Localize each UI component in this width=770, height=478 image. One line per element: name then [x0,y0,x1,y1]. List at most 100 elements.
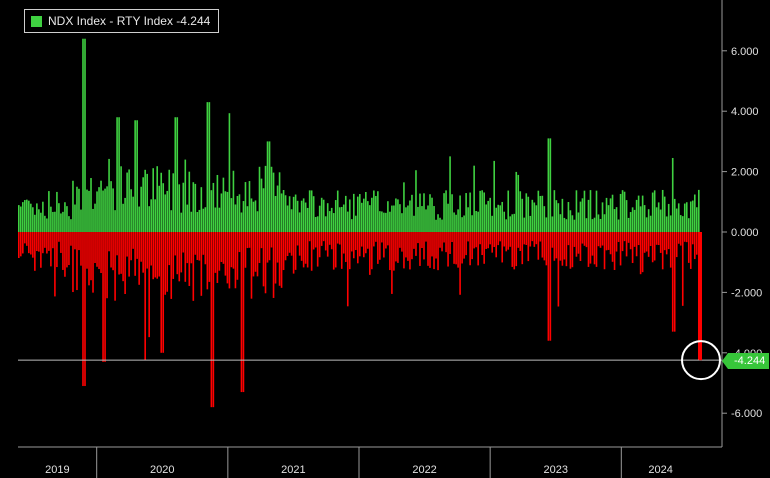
bar-negative [178,232,181,282]
bar-positive [84,38,86,232]
bar-positive [302,198,305,232]
bar-positive [429,194,431,232]
bar-negative [437,232,439,271]
bar-positive [36,203,38,232]
bar-positive [361,202,363,232]
legend: NDX Index - RTY Index -4.244 [24,9,220,33]
bar-positive [621,190,624,232]
bar-positive [551,216,554,232]
bar-positive [76,186,78,232]
bar-positive [549,138,552,232]
bar-negative [595,232,598,267]
bar-negative [290,232,293,256]
bar-negative [308,232,311,242]
bar-positive [98,187,100,232]
bar-negative [493,232,495,248]
bar-positive [459,195,461,232]
bar-negative [50,232,52,267]
bar-positive [288,196,291,232]
bar-negative [461,232,463,264]
bar-positive [242,201,245,232]
bar-positive [545,217,548,232]
highlight-circle [681,340,721,381]
bar-negative [637,232,640,246]
bar-negative [128,232,130,277]
bar-positive [330,207,333,232]
bar-negative [196,232,199,260]
bar-negative [467,232,469,242]
bar-positive [44,215,46,232]
bar-positive [375,196,377,232]
bar-negative [559,232,562,261]
bar-negative [134,232,136,276]
bar-negative [421,232,423,249]
bar-negative [517,232,520,248]
bar-negative [268,232,271,261]
bar-negative [122,232,124,282]
bar-positive [495,207,498,232]
bar-negative [543,232,546,261]
bar-positive [78,188,80,232]
bar-positive [373,190,375,232]
bar-negative [483,232,485,264]
bar-negative [651,232,654,263]
bar-negative [30,232,32,255]
bar-negative [298,232,301,256]
bar-positive [286,205,289,232]
bar-negative [687,232,690,263]
bar-negative [146,232,148,269]
bar-negative [503,232,506,247]
bar-positive [543,206,546,232]
bar-positive [200,187,203,232]
bar-positive [262,188,265,232]
bar-negative [242,232,245,393]
bar-negative [190,232,193,264]
bar-negative [629,232,632,250]
bar-positive [254,200,257,232]
bar-negative [581,232,584,244]
bar-negative [320,232,323,246]
bar-positive [248,181,251,232]
bar-negative [226,232,229,284]
bar-negative [288,232,291,253]
bar-positive [80,209,82,232]
bar-negative [567,232,570,246]
bar-positive [623,191,626,232]
bar-negative [621,232,624,252]
bar-positive [222,177,225,232]
bar-negative [489,232,491,245]
bar-negative [673,232,676,332]
bar-positive [511,214,514,232]
bar-negative [318,232,321,258]
bar-negative [76,232,78,291]
bar-positive [306,207,309,232]
bar-positive [310,190,313,232]
bar-positive [104,188,106,232]
bar-negative [352,232,355,259]
bar-positive [176,117,179,232]
bar-positive [619,193,622,232]
bar-positive [266,141,269,232]
bar-negative [322,232,325,242]
bar-positive [166,190,169,232]
bar-negative [74,232,76,250]
bar-positive [503,211,506,232]
bar-negative [126,232,128,257]
bar-positive [665,216,668,232]
bar-negative [533,232,536,247]
bar-negative [224,232,227,276]
bar-negative [389,232,391,271]
bar-positive [332,213,335,232]
bar-positive [214,207,217,232]
bar-positive [154,199,157,232]
bar-negative [180,232,183,273]
bar-positive [525,193,528,232]
bar-positive [62,211,64,232]
bar-negative [44,232,46,248]
bar-positive [445,190,447,232]
bar-positive [134,120,136,232]
bar-positive [64,202,66,232]
bar-negative [350,232,353,252]
bar-positive [615,207,618,232]
bar-positive [521,198,524,232]
